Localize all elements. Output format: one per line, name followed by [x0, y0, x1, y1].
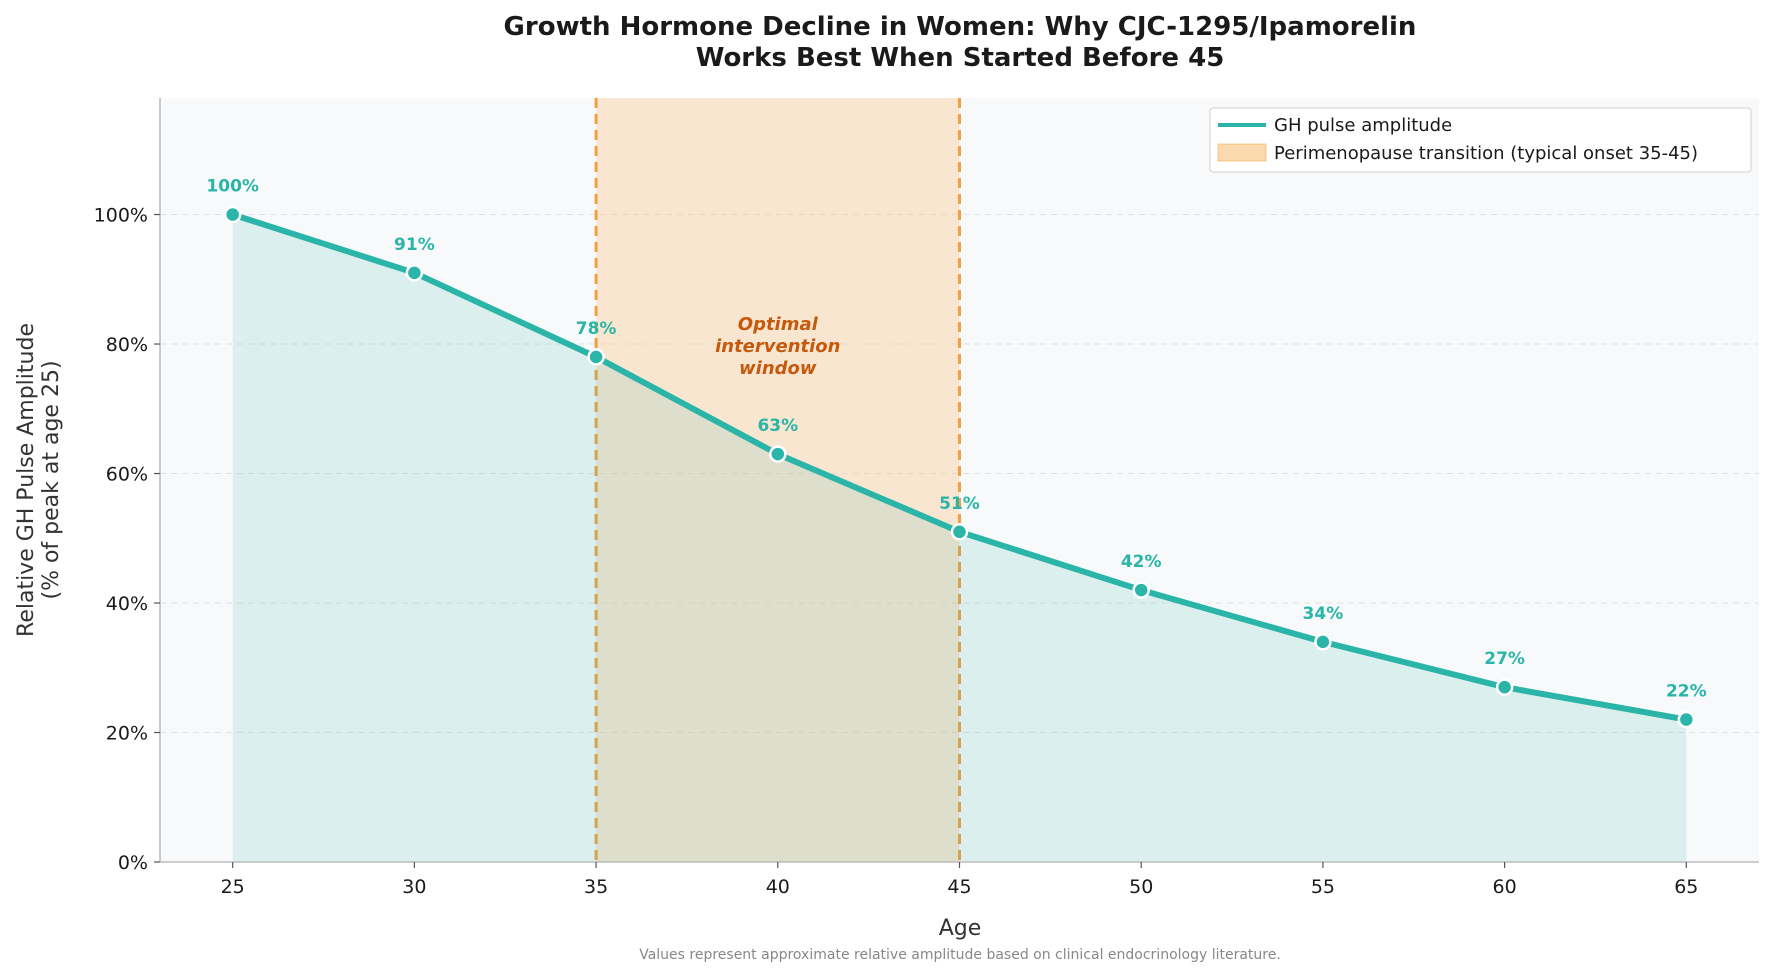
y-axis-label-line-2: (% of peak at age 25) — [39, 360, 64, 599]
data-label-60: 27% — [1484, 649, 1525, 669]
y-tick-label-40: 40% — [106, 593, 148, 615]
data-point-40 — [769, 445, 787, 463]
data-point-35 — [587, 348, 605, 366]
x-tick-label-25: 25 — [221, 876, 245, 898]
data-point-30 — [405, 264, 424, 282]
x-tick-label-40: 40 — [766, 876, 790, 898]
labels-layer: 100% 91% 78% 63% 51% 42% 34% 27% 22% — [206, 177, 1706, 702]
legend-label-region: Perimenopause transition (typical onset … — [1274, 143, 1698, 164]
chart-title-line-2: Works Best When Started Before 45 — [696, 43, 1225, 73]
data-point-45 — [950, 523, 969, 541]
data-label-65: 22% — [1666, 682, 1707, 702]
points-layer — [223, 205, 1696, 729]
data-label-55: 34% — [1303, 604, 1344, 624]
y-tick-label-60: 60% — [106, 464, 148, 486]
perimenopause-region — [596, 98, 960, 862]
data-point-25 — [223, 205, 242, 224]
data-label-35: 78% — [576, 319, 617, 339]
annotation-line-2: intervention — [715, 336, 840, 357]
x-tick-label-60: 60 — [1493, 876, 1517, 898]
annotation-line-1: Optimal — [738, 314, 819, 335]
data-point-55 — [1314, 633, 1332, 651]
region-layer — [594, 98, 961, 862]
x-tick-label-45: 45 — [947, 876, 971, 898]
legend-label-line: GH pulse amplitude — [1274, 115, 1452, 136]
y-axis-label-line-1: Relative GH Pulse Amplitude — [14, 323, 39, 637]
data-label-40: 63% — [757, 416, 798, 436]
x-tick-label-50: 50 — [1129, 876, 1153, 898]
plot-background — [160, 98, 1759, 862]
legend: GH pulse amplitude Perimenopause transit… — [1209, 107, 1752, 173]
data-point-60 — [1495, 678, 1514, 696]
y-tick-label-0: 0% — [118, 852, 148, 874]
x-tick-label-30: 30 — [402, 876, 426, 898]
data-point-65 — [1677, 710, 1696, 729]
legend-box — [1209, 107, 1752, 173]
data-label-50: 42% — [1121, 552, 1162, 572]
y-tick-label-20: 20% — [106, 723, 148, 745]
chart-title-line-1: Growth Hormone Decline in Women: Why CJC… — [504, 12, 1417, 42]
data-point-50 — [1132, 581, 1150, 599]
x-tick-label-65: 65 — [1674, 876, 1698, 898]
x-tick-label-55: 55 — [1311, 876, 1335, 898]
y-tick-label-80: 80% — [106, 334, 148, 356]
data-label-30: 91% — [394, 235, 435, 255]
x-tick-label-35: 35 — [584, 876, 608, 898]
y-tick-label-100: 100% — [94, 205, 148, 227]
data-label-25: 100% — [206, 177, 259, 197]
legend-region-swatch — [1217, 143, 1267, 162]
footnote: Values represent approximate relative am… — [639, 947, 1281, 963]
annotation-line-3: window — [739, 358, 817, 379]
ticks-layer: 25 30 35 40 45 50 55 60 65 0% 20% 40% 60% 80% 100% — [94, 205, 1699, 898]
x-axis-label: Age — [939, 916, 982, 941]
data-label-45: 51% — [939, 494, 980, 514]
grid-layer — [160, 214, 1759, 734]
